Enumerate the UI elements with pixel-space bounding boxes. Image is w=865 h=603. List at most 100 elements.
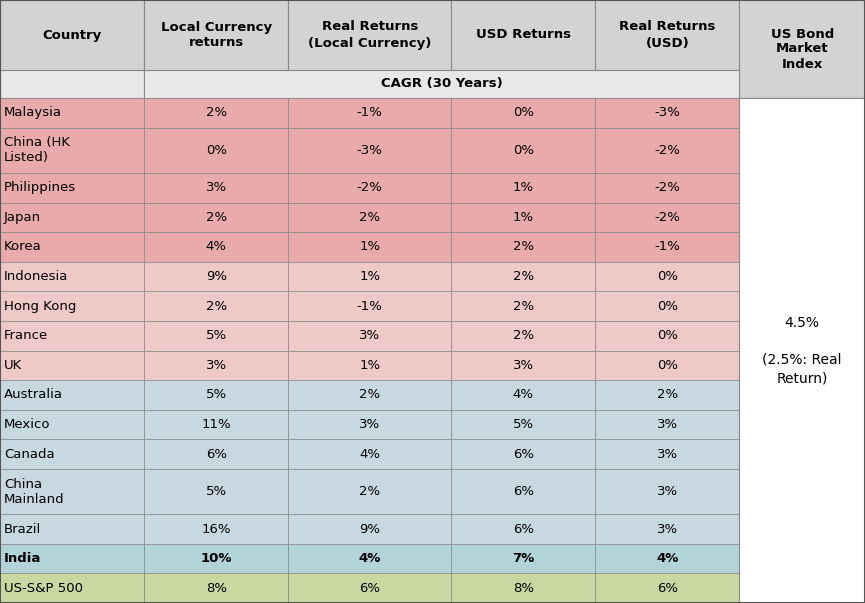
Bar [288,128,452,173]
Text: 2%: 2% [359,211,381,224]
Bar [595,350,740,380]
Text: 0%: 0% [206,144,227,157]
Bar [144,514,288,544]
Text: Real Returns
(USD): Real Returns (USD) [619,21,715,49]
Text: 9%: 9% [206,270,227,283]
Bar [288,0,452,70]
Bar [595,0,740,70]
Text: 6%: 6% [513,447,534,461]
Text: US Bond
Market
Index: US Bond Market Index [771,28,834,71]
Bar [288,380,452,409]
Bar [144,321,288,350]
Text: Canada: Canada [4,447,54,461]
Text: Hong Kong: Hong Kong [4,300,76,312]
Text: 11%: 11% [202,418,231,431]
Bar [595,439,740,469]
Text: 3%: 3% [359,329,381,343]
Text: 8%: 8% [206,582,227,595]
Text: 6%: 6% [513,523,534,535]
Text: 6%: 6% [359,582,381,595]
Bar [288,469,452,514]
Bar [0,469,144,514]
Bar [595,262,740,291]
Text: 4%: 4% [358,552,381,565]
Text: 2%: 2% [657,388,678,402]
Text: 4%: 4% [513,388,534,402]
Text: 3%: 3% [359,418,381,431]
Text: -3%: -3% [356,144,382,157]
Text: 6%: 6% [206,447,227,461]
Bar [0,98,144,128]
Text: 10%: 10% [201,552,232,565]
Bar [452,573,595,603]
Bar [452,173,595,203]
Bar [144,573,288,603]
Bar [144,173,288,203]
Text: US-S&P 500: US-S&P 500 [4,582,83,595]
Text: USD Returns: USD Returns [476,28,571,42]
Bar [452,439,595,469]
Bar [595,514,740,544]
Text: 0%: 0% [657,270,678,283]
Text: -3%: -3% [655,106,680,119]
Text: 5%: 5% [206,329,227,343]
Bar [595,380,740,409]
Bar [595,469,740,514]
Text: 3%: 3% [206,182,227,194]
Text: 2%: 2% [206,300,227,312]
Text: 6%: 6% [657,582,678,595]
Bar [0,203,144,232]
Bar [452,262,595,291]
Text: -2%: -2% [655,182,680,194]
Text: 2%: 2% [513,300,534,312]
Text: 7%: 7% [512,552,535,565]
Text: India: India [4,552,42,565]
Bar [144,469,288,514]
Text: 0%: 0% [657,300,678,312]
Text: 2%: 2% [206,106,227,119]
Text: UK: UK [4,359,22,372]
Text: 1%: 1% [359,359,381,372]
Bar [452,380,595,409]
Bar [288,262,452,291]
Text: -1%: -1% [356,300,382,312]
Text: 3%: 3% [513,359,534,372]
Text: 2%: 2% [513,329,534,343]
Text: Korea: Korea [4,241,42,253]
Text: 4%: 4% [359,447,381,461]
Text: 0%: 0% [657,359,678,372]
Text: 2%: 2% [513,241,534,253]
Bar [452,232,595,262]
Bar [595,291,740,321]
Text: 3%: 3% [657,485,678,498]
Text: Japan: Japan [4,211,42,224]
Text: 0%: 0% [513,106,534,119]
Text: Philippines: Philippines [4,182,76,194]
Text: 4%: 4% [657,552,678,565]
Bar [0,173,144,203]
Text: 9%: 9% [359,523,381,535]
Text: 2%: 2% [359,388,381,402]
Bar [0,544,144,573]
Text: 1%: 1% [359,270,381,283]
Bar [0,514,144,544]
Bar [740,0,865,98]
Bar [144,0,288,70]
Text: China (HK
Listed): China (HK Listed) [4,136,70,164]
Bar [288,573,452,603]
Text: 2%: 2% [359,485,381,498]
Bar [288,514,452,544]
Bar [288,291,452,321]
Bar [144,409,288,439]
Bar [0,291,144,321]
Bar [144,262,288,291]
Bar [144,350,288,380]
Bar [288,232,452,262]
Bar [0,409,144,439]
Text: 2%: 2% [513,270,534,283]
Bar [144,439,288,469]
Text: -2%: -2% [655,144,680,157]
Bar [452,544,595,573]
Bar [0,321,144,350]
Text: 1%: 1% [513,211,534,224]
